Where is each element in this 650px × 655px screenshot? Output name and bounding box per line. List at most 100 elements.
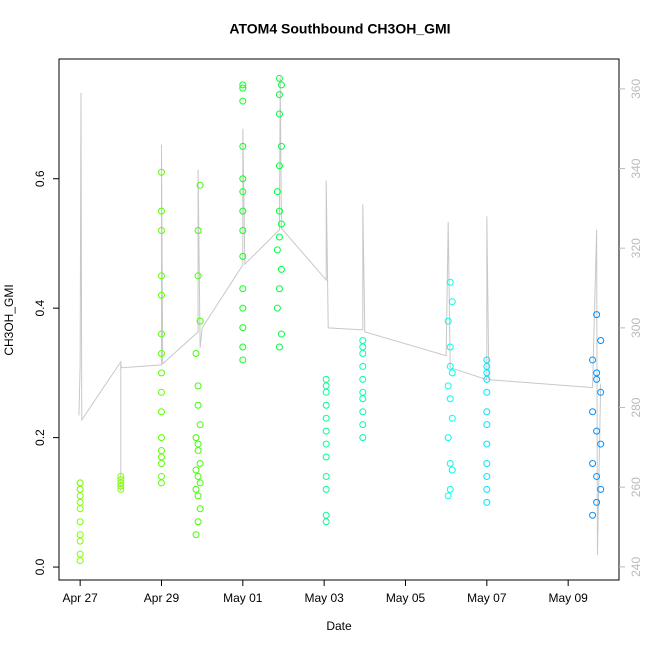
y2-tick-label: 280 (629, 397, 643, 417)
point (359, 337, 367, 345)
point (76, 518, 84, 526)
point (196, 421, 204, 429)
point (322, 485, 330, 493)
point (194, 227, 202, 235)
point (359, 375, 367, 383)
point (239, 81, 247, 89)
point (194, 401, 202, 409)
point (322, 375, 330, 383)
point (597, 440, 605, 448)
point (157, 330, 165, 338)
point (76, 537, 84, 545)
point (275, 110, 283, 118)
point (157, 207, 165, 215)
point (593, 472, 601, 480)
point (589, 460, 597, 468)
point (483, 388, 491, 396)
point (483, 460, 491, 468)
point (275, 343, 283, 351)
point (157, 447, 165, 455)
point (76, 550, 84, 558)
y-tick-label: 0.6 (33, 170, 47, 187)
point (157, 460, 165, 468)
x-tick-label: Apr 29 (144, 591, 180, 605)
point (273, 188, 281, 196)
point (239, 175, 247, 183)
point (239, 356, 247, 364)
point (444, 382, 452, 390)
point (593, 369, 601, 377)
point (483, 485, 491, 493)
point (239, 207, 247, 215)
point (194, 382, 202, 390)
point (76, 479, 84, 487)
point (239, 285, 247, 293)
point (597, 388, 605, 396)
point (76, 492, 84, 500)
point (275, 162, 283, 170)
x-tick-label: May 07 (467, 591, 507, 605)
point (117, 476, 125, 484)
point (192, 434, 200, 442)
point (157, 408, 165, 416)
point (597, 337, 605, 345)
point (157, 388, 165, 396)
y2-tick-label: 260 (629, 477, 643, 497)
point (359, 395, 367, 403)
point (157, 349, 165, 357)
point (76, 485, 84, 493)
y-tick-label: 0.2 (33, 429, 47, 446)
point (239, 142, 247, 150)
point (446, 343, 454, 351)
point (196, 317, 204, 325)
point (277, 330, 285, 338)
point (157, 434, 165, 442)
point (446, 278, 454, 286)
point (194, 518, 202, 526)
y2-tick-label: 240 (629, 557, 643, 577)
y2-tick-label: 320 (629, 238, 643, 258)
point (359, 349, 367, 357)
point (322, 518, 330, 526)
point (76, 531, 84, 539)
point (157, 291, 165, 299)
point (446, 395, 454, 403)
point (483, 440, 491, 448)
point (194, 272, 202, 280)
point (483, 421, 491, 429)
point (194, 447, 202, 455)
point (277, 265, 285, 273)
point (322, 440, 330, 448)
point (239, 84, 247, 92)
point (192, 466, 200, 474)
point (444, 492, 452, 500)
point (448, 466, 456, 474)
x-tick-label: May 01 (223, 591, 263, 605)
point (448, 369, 456, 377)
point (322, 382, 330, 390)
point (277, 220, 285, 228)
point (76, 505, 84, 513)
point (157, 479, 165, 487)
point (483, 356, 491, 364)
point (275, 285, 283, 293)
point (446, 485, 454, 493)
point (322, 472, 330, 480)
point (322, 401, 330, 409)
point (322, 388, 330, 396)
point (483, 408, 491, 416)
x-tick-label: Apr 27 (62, 591, 98, 605)
point (322, 427, 330, 435)
plot-frame (58, 58, 620, 581)
point (444, 434, 452, 442)
point (589, 511, 597, 519)
y-axis-label: CH3OH_GMI (2, 284, 16, 355)
point (589, 356, 597, 364)
point (593, 427, 601, 435)
x-tick-label: May 05 (386, 591, 426, 605)
point (446, 460, 454, 468)
point (192, 485, 200, 493)
point (483, 498, 491, 506)
point (196, 505, 204, 513)
point (483, 472, 491, 480)
